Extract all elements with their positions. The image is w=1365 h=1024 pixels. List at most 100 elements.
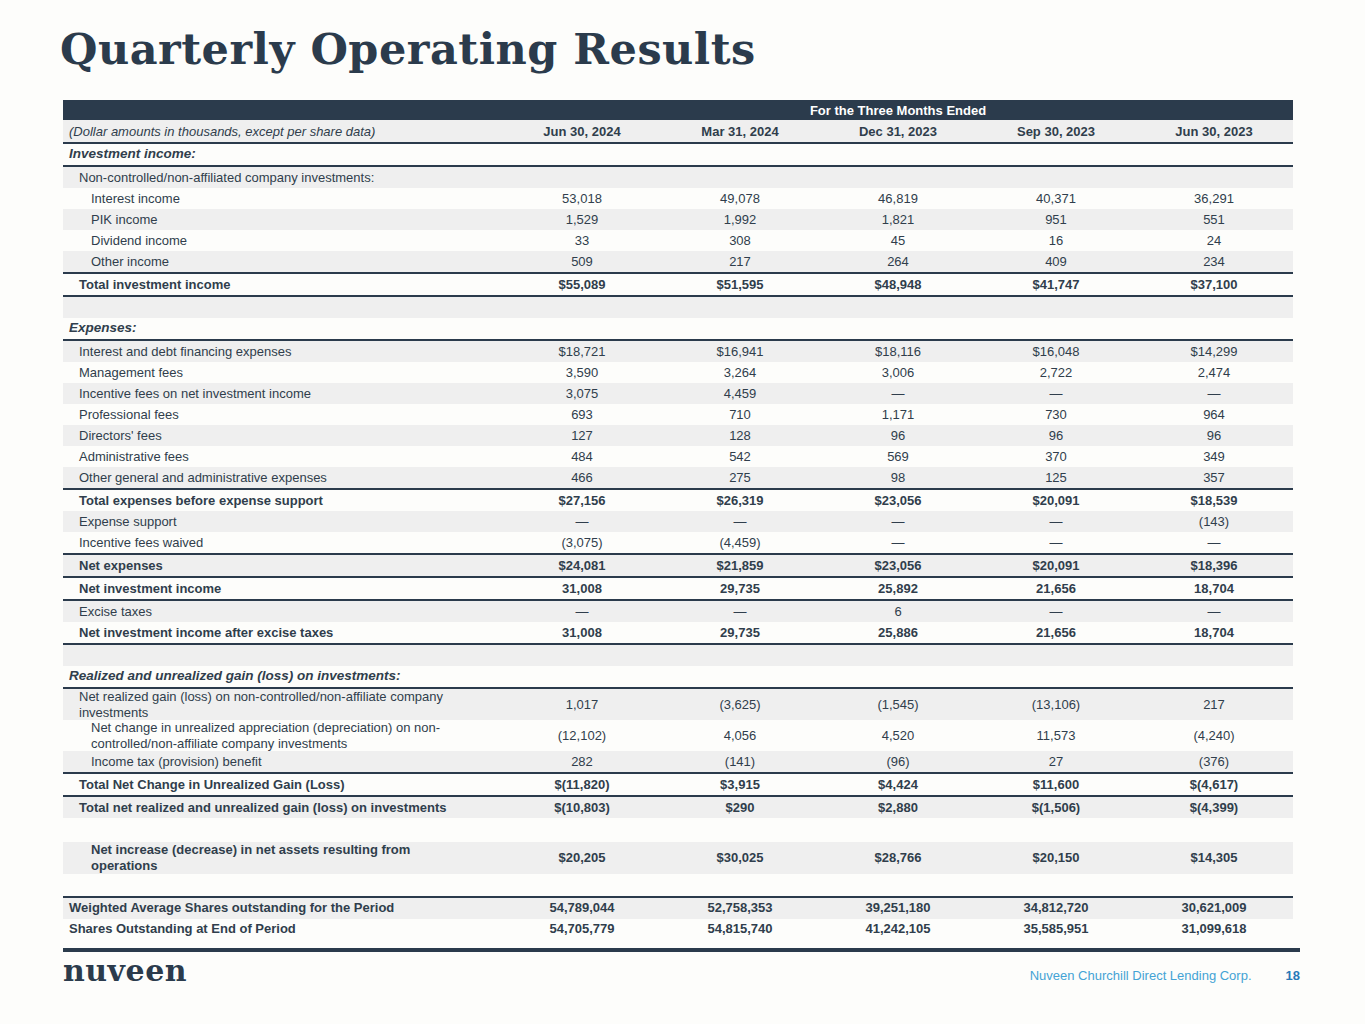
row-value: 25,886 <box>819 625 977 641</box>
footer-divider <box>63 948 1300 952</box>
row-value: 53,018 <box>503 191 661 207</box>
row-value: $20,205 <box>503 850 661 866</box>
row-value: 11,573 <box>977 728 1135 744</box>
page-number: 18 <box>1286 968 1300 983</box>
table-row: Expenses: <box>63 318 1293 341</box>
row-label: Net increase (decrease) in net assets re… <box>63 842 503 873</box>
row-value: — <box>1135 604 1293 620</box>
row-value: 275 <box>661 470 819 486</box>
row-value: $37,100 <box>1135 277 1293 293</box>
table-row: Expense support————(143) <box>63 511 1293 532</box>
table-row: Total net realized and unrealized gain (… <box>63 795 1293 818</box>
row-value: 3,590 <box>503 365 661 381</box>
row-value: $2,880 <box>819 800 977 816</box>
row-value: $(4,399) <box>1135 800 1293 816</box>
row-label: Investment income: <box>63 146 503 162</box>
row-label: PIK income <box>63 212 503 228</box>
row-value: 27 <box>977 754 1135 770</box>
table-row: Net expenses$24,081$21,859$23,056$20,091… <box>63 553 1293 578</box>
row-value: (4,240) <box>1135 728 1293 744</box>
row-value: (3,625) <box>661 697 819 713</box>
spacer-row <box>63 645 1293 666</box>
row-value: 18,704 <box>1135 625 1293 641</box>
row-value: 31,099,618 <box>1135 921 1293 937</box>
row-value: $16,048 <box>977 344 1135 360</box>
table-row: Administrative fees484542569370349 <box>63 446 1293 467</box>
row-value: 54,789,044 <box>503 900 661 916</box>
row-value: 25,892 <box>819 581 977 597</box>
row-value: 964 <box>1135 407 1293 423</box>
table-row: Directors' fees127128969696 <box>63 425 1293 446</box>
spacer-row <box>63 297 1293 318</box>
row-label: Net realized gain (loss) on non-controll… <box>63 689 503 720</box>
row-value: 466 <box>503 470 661 486</box>
row-label: Total Net Change in Unrealized Gain (Los… <box>63 777 503 793</box>
row-label: Net investment income <box>63 581 503 597</box>
row-label: Weighted Average Shares outstanding for … <box>63 900 503 916</box>
row-value: 36,291 <box>1135 191 1293 207</box>
row-value: 128 <box>661 428 819 444</box>
page-title: Quarterly Operating Results <box>60 24 756 74</box>
row-value: 542 <box>661 449 819 465</box>
row-label: Professional fees <box>63 407 503 423</box>
row-label: Directors' fees <box>63 428 503 444</box>
table-row: Net investment income31,00829,73525,8922… <box>63 578 1293 601</box>
row-label: Realized and unrealized gain (loss) on i… <box>63 668 503 684</box>
row-value: 39,251,180 <box>819 900 977 916</box>
row-value: 484 <box>503 449 661 465</box>
column-header: Jun 30, 2024 <box>503 124 661 139</box>
footer-company-name: Nuveen Churchill Direct Lending Corp. <box>1030 968 1252 983</box>
table-column-header-row: (Dollar amounts in thousands, except per… <box>63 120 1293 144</box>
row-value: 349 <box>1135 449 1293 465</box>
row-value: 21,656 <box>977 625 1135 641</box>
row-value: 951 <box>977 212 1135 228</box>
row-value: $23,056 <box>819 558 977 574</box>
row-value: 96 <box>1135 428 1293 444</box>
row-value: — <box>1135 535 1293 551</box>
row-value: 45 <box>819 233 977 249</box>
row-value: 569 <box>819 449 977 465</box>
table-row: Shares Outstanding at End of Period54,70… <box>63 919 1293 940</box>
row-value: 217 <box>1135 697 1293 713</box>
row-value: 710 <box>661 407 819 423</box>
row-value: — <box>819 535 977 551</box>
row-value: (3,075) <box>503 535 661 551</box>
row-value: 54,815,740 <box>661 921 819 937</box>
row-value: 3,264 <box>661 365 819 381</box>
row-value: $55,089 <box>503 277 661 293</box>
row-value: 693 <box>503 407 661 423</box>
table-row: Interest and debt financing expenses$18,… <box>63 341 1293 362</box>
row-label: Total expenses before expense support <box>63 493 503 509</box>
table-row: Total Net Change in Unrealized Gain (Los… <box>63 772 1293 795</box>
row-label: Incentive fees waived <box>63 535 503 551</box>
column-header: Dec 31, 2023 <box>819 124 977 139</box>
row-label: Management fees <box>63 365 503 381</box>
row-label: Other income <box>63 254 503 270</box>
row-value: $21,859 <box>661 558 819 574</box>
row-value: (12,102) <box>503 728 661 744</box>
column-header: Jun 30, 2023 <box>1135 124 1293 139</box>
row-label: Non-controlled/non-affiliated company in… <box>63 170 503 186</box>
row-value: (96) <box>819 754 977 770</box>
row-value: 4,520 <box>819 728 977 744</box>
row-value: $18,539 <box>1135 493 1293 509</box>
row-value: $14,305 <box>1135 850 1293 866</box>
row-label: Incentive fees on net investment income <box>63 386 503 402</box>
table-spanner-label: For the Three Months Ended <box>503 103 1293 118</box>
row-value: $20,091 <box>977 493 1135 509</box>
row-value: 4,056 <box>661 728 819 744</box>
row-value: $4,424 <box>819 777 977 793</box>
row-value: 370 <box>977 449 1135 465</box>
row-value: $18,396 <box>1135 558 1293 574</box>
row-value: — <box>661 604 819 620</box>
row-label: Administrative fees <box>63 449 503 465</box>
row-value: 357 <box>1135 470 1293 486</box>
table-row: Income tax (provision) benefit282(141)(9… <box>63 751 1293 772</box>
row-value: — <box>977 386 1135 402</box>
row-value: 4,459 <box>661 386 819 402</box>
row-label: Shares Outstanding at End of Period <box>63 921 503 937</box>
table-subtitle: (Dollar amounts in thousands, except per… <box>63 124 503 139</box>
table-row: Dividend income33308451624 <box>63 230 1293 251</box>
row-value: 29,735 <box>661 625 819 641</box>
row-value: 29,735 <box>661 581 819 597</box>
